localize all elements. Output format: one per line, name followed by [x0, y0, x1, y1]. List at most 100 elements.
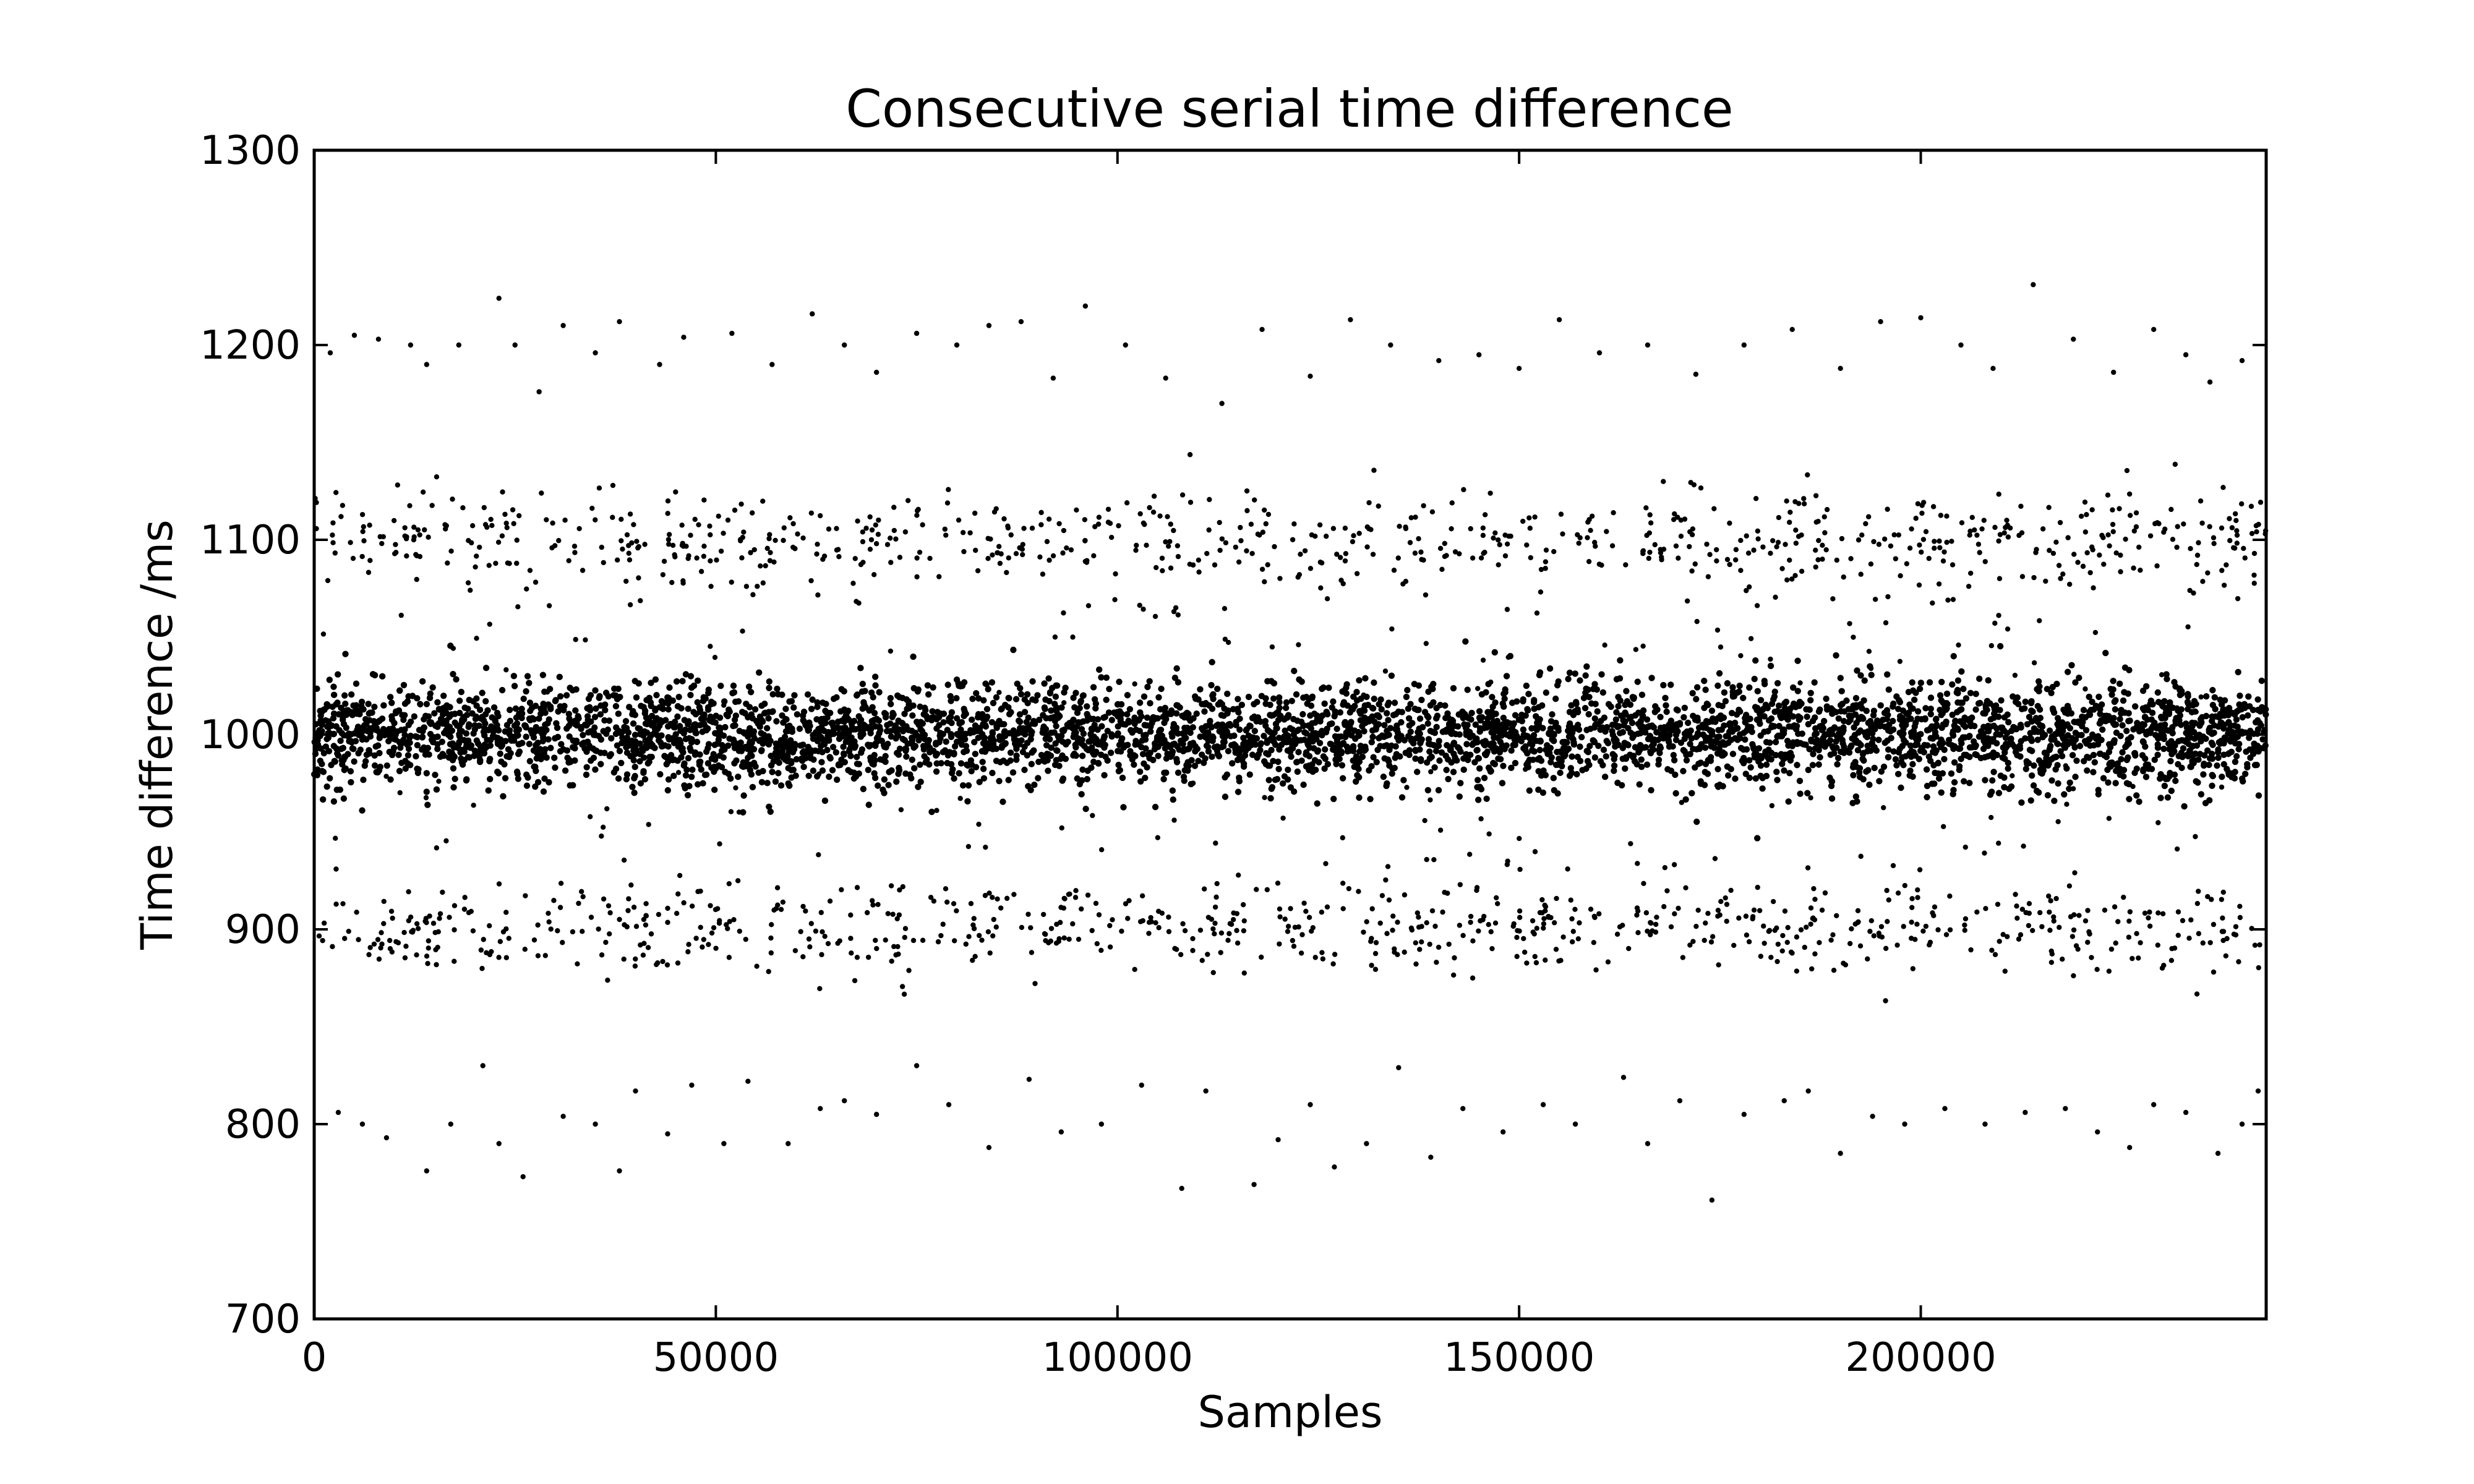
data-point [682, 772, 690, 779]
data-point [1369, 733, 1376, 741]
data-point [1779, 566, 1785, 571]
data-point [1687, 741, 1693, 748]
data-point [1301, 736, 1308, 743]
data-point [1272, 776, 1279, 783]
data-point [685, 755, 692, 762]
data-point [1232, 749, 1239, 756]
data-point [1716, 733, 1723, 740]
data-point [1727, 720, 1734, 727]
data-point [1860, 749, 1867, 757]
data-point [865, 725, 871, 732]
data-point [2123, 727, 2130, 735]
data-point [666, 736, 673, 743]
data-point [1894, 770, 1902, 778]
data-point [1812, 714, 1818, 721]
data-point [973, 689, 980, 697]
data-point [1231, 732, 1238, 740]
data-point [1731, 719, 1739, 727]
data-point [1400, 777, 1407, 783]
data-point [429, 503, 435, 508]
data-point [740, 809, 747, 816]
data-point [1388, 672, 1395, 680]
data-point [1284, 776, 1291, 783]
data-point [1343, 551, 1349, 556]
data-point [1192, 695, 1199, 702]
data-point [1693, 818, 1700, 825]
data-point [679, 745, 686, 752]
data-point [540, 701, 547, 707]
data-point [2254, 696, 2261, 703]
data-point [838, 717, 845, 725]
data-point [1024, 691, 1031, 698]
data-point [1895, 749, 1903, 756]
data-point [396, 687, 403, 694]
data-point [1045, 751, 1052, 758]
data-point [1701, 704, 1708, 711]
data-point [362, 716, 369, 723]
data-point [463, 777, 470, 784]
data-point [2082, 727, 2090, 734]
data-point [505, 746, 512, 753]
data-point [923, 712, 930, 720]
data-point [796, 725, 803, 732]
data-point [1224, 710, 1231, 717]
data-point [1932, 731, 1939, 738]
data-point [1381, 722, 1388, 728]
data-point [1235, 696, 1241, 702]
data-point [747, 689, 755, 696]
data-point [2031, 762, 2037, 769]
data-point [1222, 793, 1229, 800]
data-point [871, 572, 877, 578]
data-point [736, 728, 743, 735]
data-point [1859, 756, 1866, 762]
data-point [840, 750, 847, 757]
data-point [1209, 733, 1216, 740]
data-point [2090, 751, 2097, 759]
data-point [327, 775, 333, 782]
data-point [2001, 784, 2008, 791]
data-point [615, 775, 622, 782]
data-point [672, 731, 679, 738]
data-point [2166, 773, 2173, 780]
data-point [865, 801, 872, 808]
data-point [1638, 756, 1645, 763]
data-point [1270, 695, 1277, 702]
data-point [1276, 694, 1283, 701]
data-point [2028, 697, 2035, 705]
data-point [1794, 762, 1800, 769]
data-point [2018, 706, 2026, 712]
data-point [1029, 749, 1035, 756]
data-point [1867, 748, 1874, 754]
data-point [2172, 777, 2179, 785]
data-point [1917, 680, 1925, 686]
data-point [626, 704, 633, 710]
data-point [1236, 726, 1243, 733]
data-point [1967, 689, 1974, 697]
data-point [1689, 790, 1695, 796]
data-point [2032, 715, 2040, 722]
data-point [1163, 715, 1170, 723]
data-point [847, 743, 855, 750]
data-point [1755, 536, 1761, 542]
data-point [1820, 717, 1828, 725]
data-point [848, 734, 855, 741]
data-point [472, 715, 479, 722]
data-point [1169, 749, 1176, 756]
data-point [1640, 707, 1647, 714]
data-point [717, 731, 724, 738]
data-point [1225, 748, 1232, 754]
data-point [2089, 731, 2096, 738]
data-point [849, 724, 855, 731]
data-point [1796, 699, 1804, 706]
data-point [1461, 721, 1468, 728]
data-point [453, 676, 460, 683]
data-point [1544, 742, 1551, 749]
data-point [1224, 690, 1231, 697]
data-point [713, 712, 719, 719]
data-point [543, 754, 550, 761]
data-point [765, 741, 773, 748]
data-point [782, 706, 789, 712]
data-point [1919, 549, 1924, 555]
data-point [1356, 794, 1363, 801]
data-point [957, 738, 964, 744]
